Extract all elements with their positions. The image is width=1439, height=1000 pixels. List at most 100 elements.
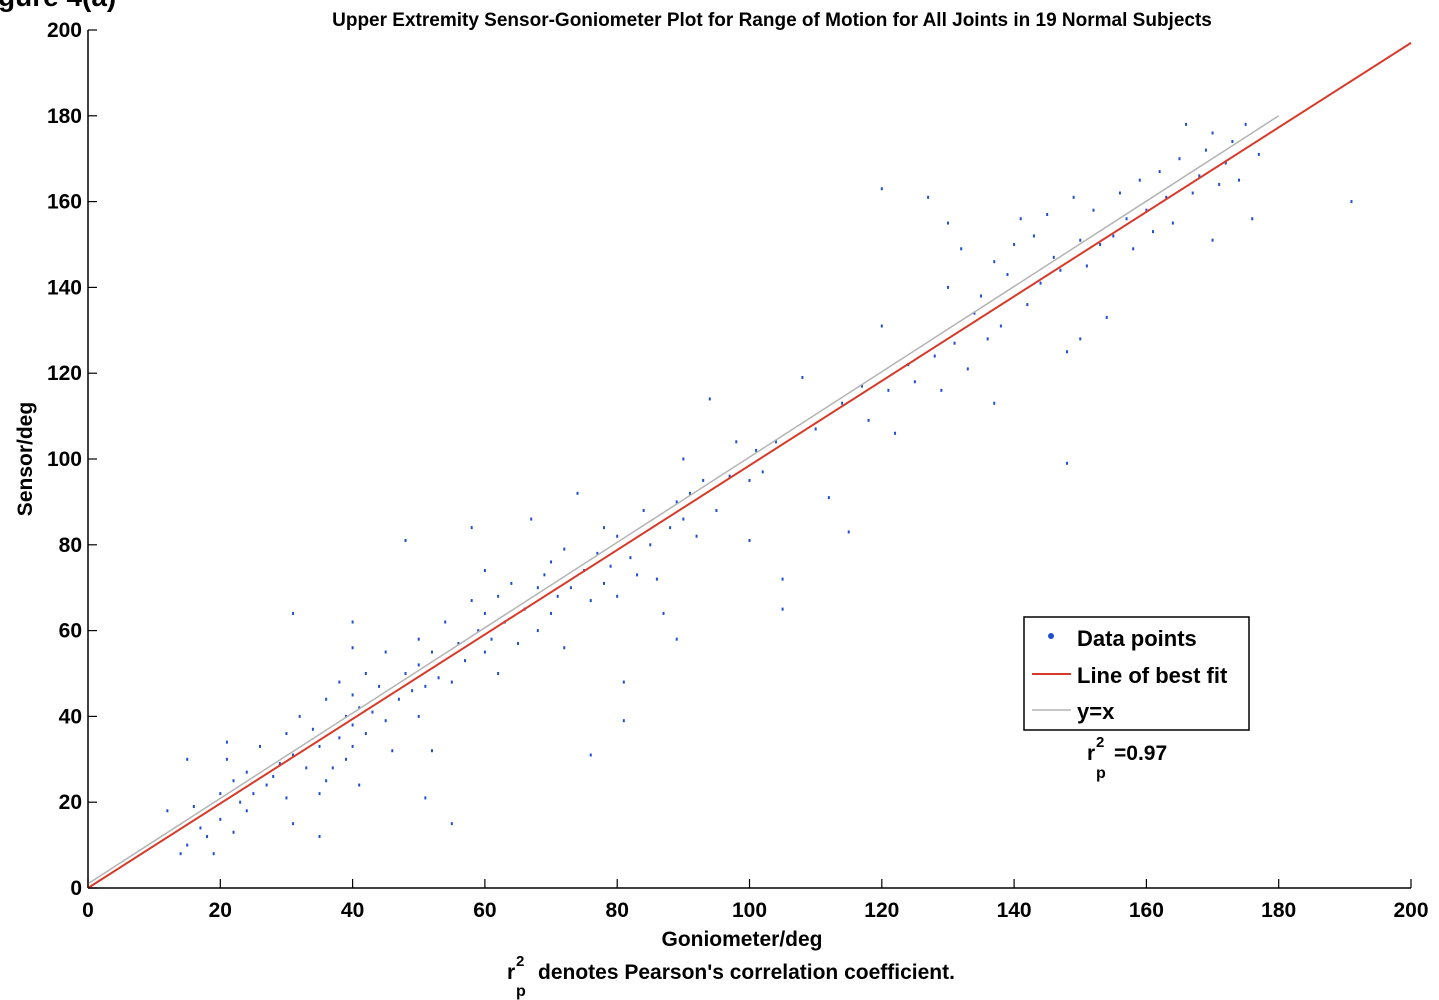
data-point bbox=[278, 762, 281, 766]
data-point bbox=[464, 659, 467, 663]
data-point bbox=[166, 809, 169, 813]
data-point bbox=[662, 611, 665, 615]
data-point bbox=[569, 586, 572, 590]
data-point bbox=[179, 852, 182, 856]
data-point bbox=[1244, 122, 1247, 126]
data-point bbox=[1013, 243, 1016, 246]
data-point bbox=[675, 637, 678, 641]
footnote: r 2 p denotes Pearson's correlation coef… bbox=[507, 953, 955, 1000]
data-point bbox=[728, 474, 731, 478]
data-point bbox=[232, 830, 235, 834]
data-point bbox=[490, 637, 493, 641]
data-point bbox=[1152, 230, 1155, 234]
data-point bbox=[292, 822, 295, 826]
data-point bbox=[325, 779, 328, 783]
data-point bbox=[748, 478, 751, 482]
data-point bbox=[1132, 247, 1135, 251]
y-tick-label: 200 bbox=[47, 19, 82, 42]
y-tick-label: 80 bbox=[59, 534, 82, 557]
data-point bbox=[715, 508, 718, 512]
data-point bbox=[338, 736, 341, 740]
data-point bbox=[880, 187, 883, 191]
x-tick-label: 160 bbox=[1129, 899, 1164, 922]
x-tick-label: 100 bbox=[732, 899, 767, 922]
data-point bbox=[1066, 461, 1069, 465]
data-point bbox=[1066, 350, 1069, 354]
data-point bbox=[1158, 170, 1161, 174]
footnote-r-letter: r bbox=[507, 961, 515, 984]
y-tick-label: 20 bbox=[59, 791, 82, 814]
data-point bbox=[933, 354, 936, 358]
data-point bbox=[292, 753, 295, 757]
data-point bbox=[867, 418, 870, 422]
data-point bbox=[212, 852, 215, 856]
x-axis: 0 20 40 60 80 100 120 140 160 180 200 bbox=[82, 879, 1429, 922]
data-point bbox=[1032, 234, 1035, 238]
data-point bbox=[516, 641, 519, 645]
data-point bbox=[973, 311, 976, 315]
data-point bbox=[1059, 268, 1062, 272]
data-point bbox=[252, 792, 255, 796]
data-point bbox=[550, 611, 553, 615]
data-point bbox=[880, 324, 883, 328]
y-tick-label: 160 bbox=[47, 191, 82, 214]
y-axis-label: Sensor/deg bbox=[14, 402, 37, 516]
data-point bbox=[1138, 178, 1141, 182]
data-point bbox=[860, 384, 863, 388]
data-point bbox=[305, 766, 308, 770]
data-point bbox=[1185, 122, 1188, 126]
figure-corner-label: gure 4(a) bbox=[0, 0, 116, 12]
data-point bbox=[417, 637, 420, 641]
data-point bbox=[1165, 195, 1168, 199]
legend-label-data-points: Data points bbox=[1077, 626, 1197, 651]
data-point bbox=[245, 770, 248, 774]
data-point bbox=[325, 697, 328, 701]
data-point bbox=[669, 526, 672, 530]
data-point bbox=[980, 294, 983, 298]
x-tick-label: 180 bbox=[1261, 899, 1296, 922]
data-point bbox=[940, 388, 943, 392]
data-point bbox=[781, 607, 784, 611]
data-point bbox=[450, 680, 453, 684]
data-point bbox=[510, 581, 513, 585]
data-point bbox=[1218, 182, 1221, 186]
y-tick-label: 60 bbox=[59, 620, 82, 643]
data-point bbox=[292, 611, 295, 615]
data-point bbox=[232, 779, 235, 783]
data-point bbox=[1198, 174, 1201, 178]
data-point bbox=[748, 539, 751, 543]
data-point bbox=[318, 835, 321, 839]
data-point bbox=[331, 766, 334, 770]
data-point bbox=[430, 749, 433, 753]
data-point bbox=[894, 431, 897, 435]
data-point bbox=[966, 367, 969, 371]
data-point bbox=[841, 401, 844, 405]
data-point bbox=[457, 641, 460, 645]
data-point bbox=[1231, 140, 1234, 144]
data-point bbox=[530, 517, 533, 521]
data-point bbox=[1112, 234, 1115, 238]
data-point bbox=[1079, 238, 1082, 242]
data-point bbox=[688, 491, 691, 495]
legend-label-best-fit: Line of best fit bbox=[1077, 663, 1228, 688]
data-point bbox=[351, 723, 354, 727]
data-point bbox=[470, 599, 473, 603]
data-point bbox=[1085, 264, 1088, 268]
data-point bbox=[338, 680, 341, 684]
data-point bbox=[1211, 131, 1214, 135]
legend-marker-data-points bbox=[1048, 633, 1054, 639]
data-point bbox=[642, 508, 645, 512]
data-point bbox=[622, 680, 625, 684]
data-point bbox=[609, 564, 612, 568]
y-tick-label: 40 bbox=[59, 705, 82, 728]
data-point bbox=[655, 577, 658, 581]
data-point bbox=[1118, 191, 1121, 195]
data-point bbox=[543, 573, 546, 577]
data-point bbox=[497, 594, 500, 598]
x-tick-label: 80 bbox=[606, 899, 629, 922]
footnote-text: denotes Pearson's correlation coefficien… bbox=[538, 961, 955, 984]
data-point bbox=[536, 629, 539, 633]
data-point bbox=[384, 650, 387, 654]
data-point bbox=[430, 650, 433, 654]
data-point bbox=[986, 337, 989, 341]
